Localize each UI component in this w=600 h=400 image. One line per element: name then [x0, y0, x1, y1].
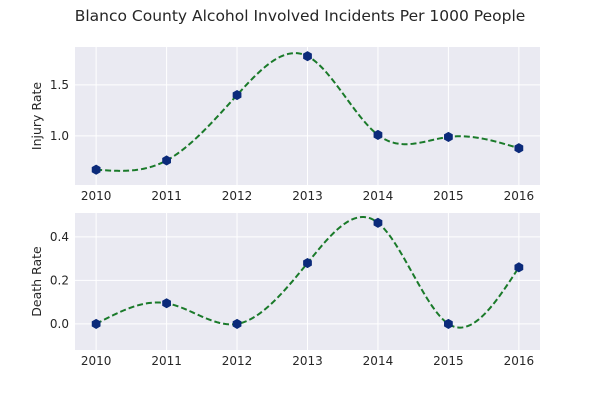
- data-point: [303, 257, 312, 269]
- data-point: [303, 51, 312, 62]
- x-tick-label: 2015: [433, 354, 464, 368]
- panel-2: 2010 2011 2012 2013 2014 2015 2016 0.0 0.2 0.4 Dea…: [29, 213, 540, 368]
- x-tick-label: 2011: [151, 189, 182, 203]
- x-tick-label: 2011: [151, 354, 182, 368]
- data-point: [373, 217, 383, 228]
- chart-title: Blanco County Alcohol Involved Incidents…: [75, 7, 526, 25]
- y-axis-label: Injury Rate: [29, 82, 44, 150]
- x-tick-label: 2015: [433, 189, 464, 203]
- data-point: [444, 318, 453, 329]
- data-point: [162, 298, 171, 309]
- data-point: [162, 155, 171, 166]
- x-tick-label: 2013: [292, 354, 323, 368]
- x-tick-label: 2014: [363, 189, 394, 203]
- data-point: [514, 262, 524, 273]
- x-tick-label: 2016: [504, 354, 535, 368]
- x-tick-label: 2012: [222, 354, 253, 368]
- x-tick-label: 2012: [222, 189, 253, 203]
- data-point: [444, 131, 453, 143]
- data-point: [232, 89, 242, 101]
- data-point: [91, 318, 101, 329]
- panel-1: 2010 2011 2012 2013 2014 2015 2016 1.0 1.5 Injury…: [29, 47, 540, 203]
- x-tick-label: 2016: [504, 189, 535, 203]
- y-tick-label: 0.2: [50, 273, 69, 287]
- data-point: [373, 129, 383, 140]
- data-point: [514, 143, 524, 154]
- data-point: [232, 318, 242, 329]
- data-point: [91, 164, 101, 175]
- x-tick-label: 2014: [363, 354, 394, 368]
- x-tick-label: 2010: [81, 189, 112, 203]
- y-tick-label: 0.4: [50, 230, 69, 244]
- y-tick-label: 0.0: [50, 317, 69, 331]
- x-tick-label: 2010: [81, 354, 112, 368]
- y-axis-label: Death Rate: [29, 246, 44, 317]
- x-tick-label: 2013: [292, 189, 323, 203]
- y-tick-label: 1.5: [50, 78, 69, 92]
- y-tick-label: 1.0: [50, 129, 69, 143]
